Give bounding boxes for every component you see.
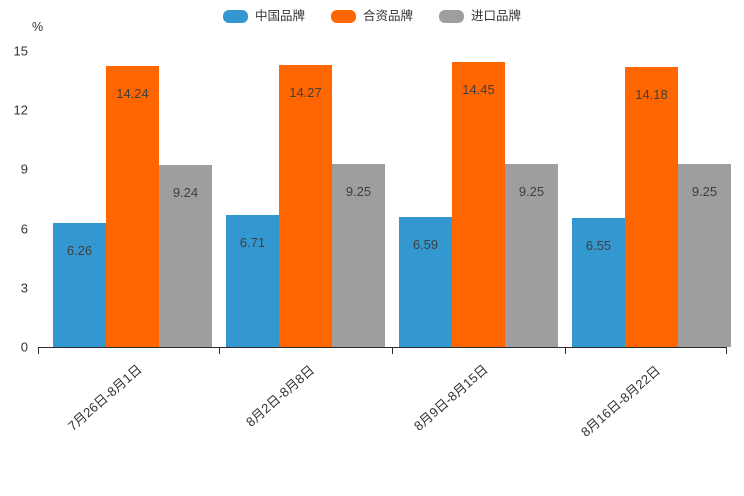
x-axis-category-label: 7月26日-8月1日 xyxy=(65,361,145,434)
bar[interactable] xyxy=(452,61,505,347)
bar-value-label: 14.24 xyxy=(116,85,149,101)
y-axis-tick-label: 3 xyxy=(20,280,28,296)
legend-import-brand[interactable]: 进口品牌 xyxy=(439,8,522,23)
x-axis-tick-mark xyxy=(38,347,40,354)
legend-item-label: 进口品牌 xyxy=(471,8,522,23)
x-axis-tick-mark xyxy=(565,347,567,354)
legend-swatch-icon xyxy=(222,9,248,23)
bars-layer: 6.26 14.24 9.24 6.71 14.27 9.25 6.59 14.45 9.25 6… xyxy=(53,61,731,347)
legend-china-brand[interactable]: 中国品牌 xyxy=(222,8,305,23)
x-axis-tick-mark xyxy=(726,347,728,354)
bar-value-label: 14.18 xyxy=(635,87,668,103)
x-axis-category-label: 8月9日-8月15日 xyxy=(411,361,491,434)
y-axis-tick-label: 15 xyxy=(13,43,28,59)
bar-value-label: 9.24 xyxy=(172,184,199,200)
bar-value-label: 9.25 xyxy=(691,184,718,200)
y-axis-tick-label: 0 xyxy=(20,339,28,355)
bar-value-label: 6.59 xyxy=(412,236,439,252)
bar-value-label: 14.45 xyxy=(462,81,495,97)
chart-legend: 中国品牌 合资品牌 进口品牌 xyxy=(0,6,744,26)
y-axis-tick-label: 12 xyxy=(13,102,28,118)
bar[interactable] xyxy=(106,66,159,347)
bar[interactable] xyxy=(53,223,106,347)
x-axis-tick-mark xyxy=(392,347,394,354)
bar-value-label: 9.25 xyxy=(518,184,545,200)
bar[interactable] xyxy=(159,164,212,347)
bar-value-label: 6.26 xyxy=(66,243,93,259)
bar[interactable] xyxy=(678,164,731,347)
legend-item-label: 合资品牌 xyxy=(362,8,413,23)
bar-value-label: 6.55 xyxy=(585,237,612,253)
bar[interactable] xyxy=(572,217,625,347)
y-axis-unit-label: % xyxy=(32,20,44,34)
bar[interactable] xyxy=(226,214,279,347)
x-axis-line xyxy=(38,347,726,349)
bar[interactable] xyxy=(332,164,385,347)
bar-value-label: 14.27 xyxy=(289,85,322,101)
x-axis-category-label: 8月16日-8月22日 xyxy=(577,362,664,440)
bar-value-label: 6.71 xyxy=(239,234,266,250)
y-axis-tick-label: 9 xyxy=(20,161,28,177)
y-axis-tick-label: 6 xyxy=(20,221,28,237)
bar-value-label: 9.25 xyxy=(345,184,372,200)
legend-swatch-icon xyxy=(439,9,464,23)
bar[interactable] xyxy=(279,65,332,347)
x-axis-tick-mark xyxy=(219,347,221,354)
bar[interactable] xyxy=(505,164,558,347)
legend-joint-venture-brand[interactable]: 合资品牌 xyxy=(330,8,413,23)
legend-swatch-icon xyxy=(330,9,356,23)
bar[interactable] xyxy=(625,67,678,347)
x-axis-category-label: 8月2日-8月8日 xyxy=(243,362,318,430)
bar[interactable] xyxy=(399,216,452,347)
legend-item-label: 中国品牌 xyxy=(254,8,305,23)
